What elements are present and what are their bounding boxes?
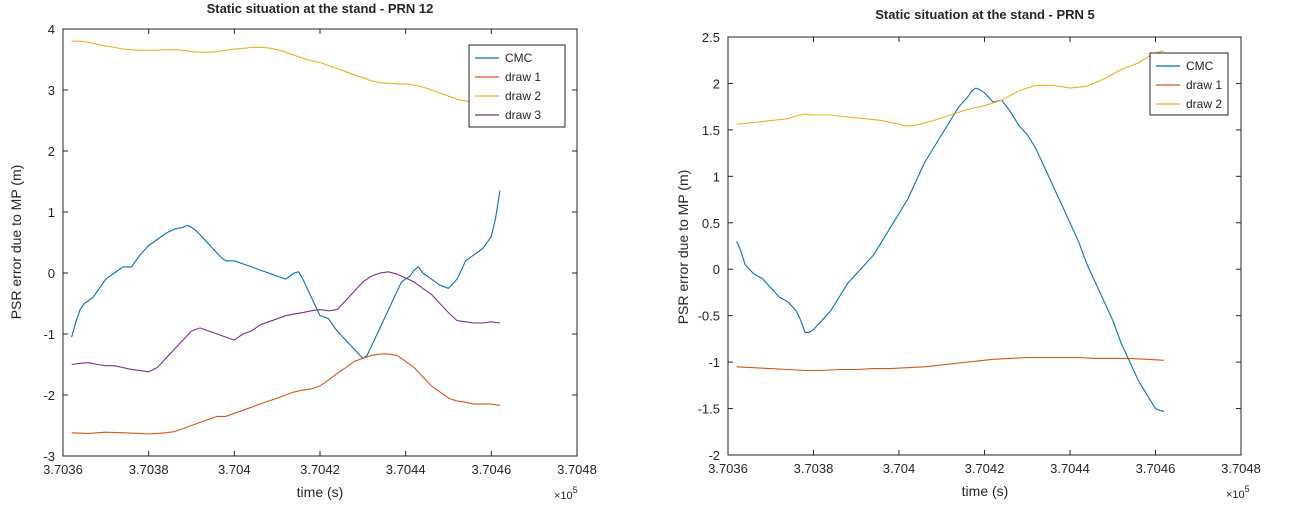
x-multiplier-base: ×10 bbox=[554, 490, 573, 502]
legend-label: CMC bbox=[505, 51, 533, 65]
series-line-draw-1 bbox=[736, 356, 1165, 372]
x-axis-multiplier: ×105 bbox=[554, 485, 578, 502]
x-tick-label: 3.7038 bbox=[129, 462, 169, 477]
y-axis-label: PSR error due to MP (m) bbox=[8, 165, 24, 320]
x-tick-label: 3.7042 bbox=[965, 461, 1005, 476]
x-axis: 3.7036 3.7038 3.704 3.7042 3.7044 3.7046 3.704… bbox=[708, 37, 1261, 476]
legend-label: draw 3 bbox=[505, 108, 541, 122]
x-tick-label: 3.7036 bbox=[708, 461, 748, 476]
y-tick-label: 3 bbox=[48, 83, 55, 98]
legend-label: CMC bbox=[1186, 59, 1214, 73]
x-axis: 3.7036 3.7038 3.704 3.7042 3.7044 3.7046 3.704… bbox=[43, 29, 597, 477]
legend-label: draw 1 bbox=[1186, 78, 1222, 92]
legend-label: draw 1 bbox=[505, 70, 541, 84]
x-multiplier-exponent: 5 bbox=[1245, 484, 1250, 494]
y-tick-label: 4 bbox=[48, 22, 55, 37]
x-tick-label: 3.7046 bbox=[471, 462, 511, 477]
legend-label: draw 2 bbox=[505, 89, 541, 103]
y-tick-label: -2 bbox=[43, 388, 55, 403]
x-tick-label: 3.7036 bbox=[43, 462, 83, 477]
x-tick-label: 3.704 bbox=[218, 462, 251, 477]
x-tick-label: 3.704 bbox=[883, 461, 916, 476]
series-lines bbox=[71, 40, 501, 435]
series-line-draw-1 bbox=[71, 353, 500, 435]
x-tick-label: 3.7048 bbox=[1221, 461, 1261, 476]
x-tick-label: 3.7048 bbox=[557, 462, 597, 477]
y-tick-label: 2.5 bbox=[702, 30, 720, 45]
series-line-draw-2 bbox=[71, 40, 500, 103]
y-tick-label: -0.5 bbox=[698, 309, 720, 324]
series-lines bbox=[736, 50, 1165, 412]
y-tick-label: -1 bbox=[708, 355, 720, 370]
legend: CMC draw 1 draw 2 draw 3 bbox=[468, 44, 566, 128]
series-line-draw-3 bbox=[71, 271, 500, 373]
y-tick-label: 1 bbox=[713, 169, 720, 184]
y-tick-label: 0 bbox=[713, 262, 720, 277]
x-tick-label: 3.7038 bbox=[794, 461, 834, 476]
y-tick-label: 2 bbox=[48, 144, 55, 159]
x-multiplier-exponent: 5 bbox=[573, 485, 578, 495]
legend-label: draw 2 bbox=[1186, 97, 1222, 111]
x-axis-label: time (s) bbox=[962, 483, 1009, 499]
series-line-draw-2 bbox=[736, 50, 1165, 127]
y-axis-label: PSR error due to MP (m) bbox=[675, 170, 691, 325]
x-multiplier-base: ×10 bbox=[1226, 489, 1245, 501]
x-axis-multiplier: ×105 bbox=[1226, 484, 1250, 501]
y-tick-label: -2 bbox=[708, 448, 720, 463]
x-tick-label: 3.7046 bbox=[1136, 461, 1176, 476]
chart-title: Static situation at the stand - PRN 12 bbox=[207, 1, 434, 16]
legend-box bbox=[468, 44, 566, 128]
x-tick-label: 3.7042 bbox=[300, 462, 340, 477]
legend-box bbox=[1149, 52, 1229, 116]
chart-title: Static situation at the stand - PRN 5 bbox=[875, 7, 1095, 22]
y-tick-label: 0.5 bbox=[702, 216, 720, 231]
chart-prn5: Static situation at the stand - PRN 5 3.… bbox=[675, 7, 1261, 501]
y-axis: -2 -1.5 -1 -0.5 0 0.5 1 1.5 2 2.5 bbox=[698, 30, 1241, 463]
y-tick-label: 1 bbox=[48, 205, 55, 220]
x-tick-label: 3.7044 bbox=[386, 462, 426, 477]
x-tick-label: 3.7044 bbox=[1050, 461, 1090, 476]
series-line-cmc bbox=[71, 190, 501, 359]
x-axis-label: time (s) bbox=[297, 484, 344, 500]
y-tick-label: -3 bbox=[43, 449, 55, 464]
y-tick-label: 2 bbox=[713, 76, 720, 91]
y-tick-label: -1 bbox=[43, 327, 55, 342]
legend: CMC draw 1 draw 2 bbox=[1149, 52, 1229, 116]
y-tick-label: -1.5 bbox=[698, 402, 720, 417]
y-tick-label: 0 bbox=[48, 266, 55, 281]
y-axis: -3 -2 -1 0 1 2 3 4 bbox=[43, 22, 577, 464]
y-tick-label: 1.5 bbox=[702, 123, 720, 138]
chart-prn12: Static situation at the stand - PRN 12 3… bbox=[8, 1, 597, 502]
